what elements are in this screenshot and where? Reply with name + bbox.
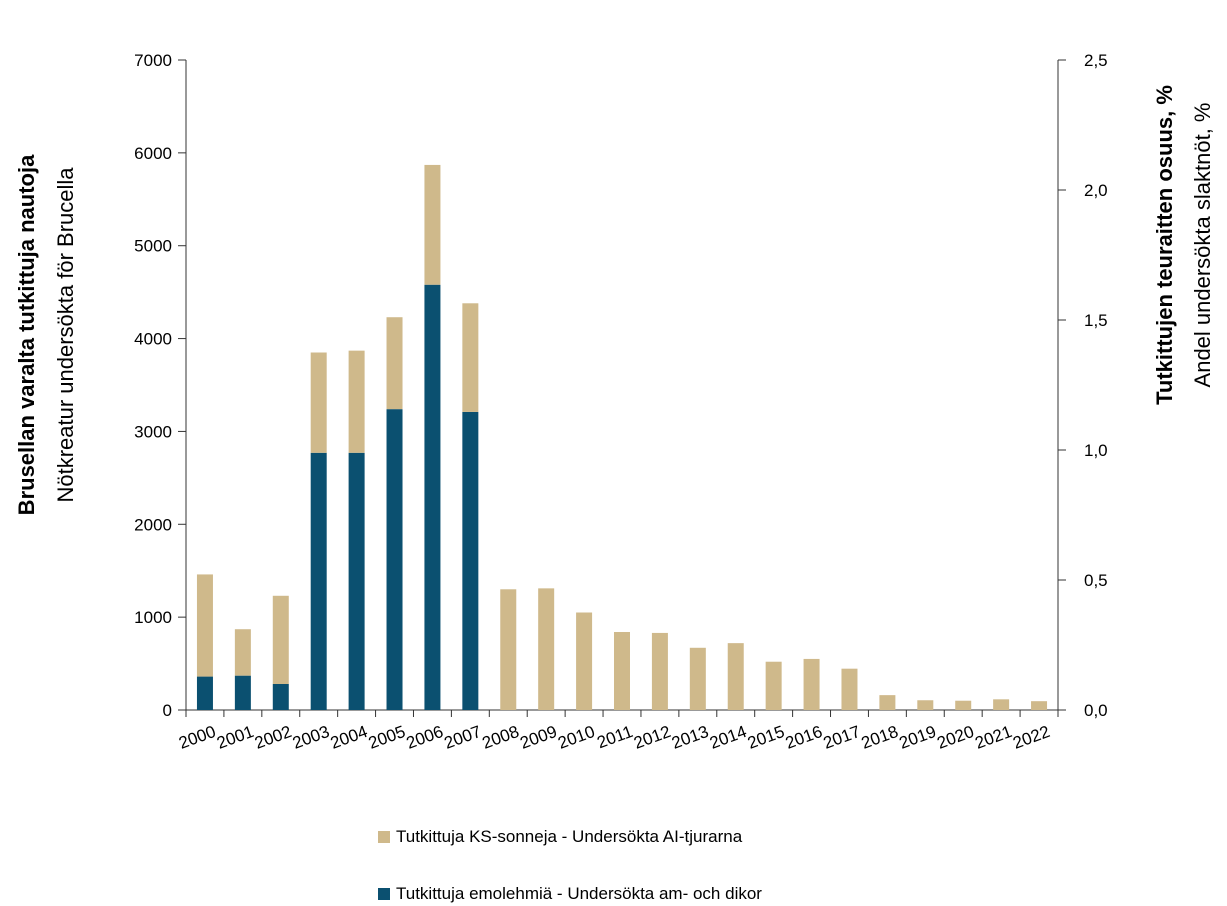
bar-emolehmia: [196, 676, 213, 710]
bar-ks-sonneja: [955, 700, 972, 710]
x-tick-label: 2006: [404, 722, 446, 753]
legend-label-ks-sonneja: Tutkittuja KS-sonneja - Undersökta AI-tj…: [396, 827, 743, 846]
bar-ks-sonneja: [765, 661, 782, 710]
bar-ks-sonneja: [234, 629, 251, 676]
bar-ks-sonneja: [993, 699, 1010, 710]
right-tick-label: 2,5: [1084, 51, 1108, 70]
legend-item-emolehmia: Tutkittuja emolehmiä - Undersökta am- oc…: [378, 884, 762, 904]
x-tick-label: 2018: [859, 722, 901, 753]
bar-ks-sonneja: [348, 350, 365, 453]
left-tick-label: 7000: [134, 51, 172, 70]
right-tick-label: 0,0: [1084, 701, 1108, 720]
left-axis-title-bold: Brusellan varalta tutkittuja nautoja: [14, 154, 39, 515]
bar-emolehmia: [462, 411, 479, 710]
legend-label-emolehmia: Tutkittuja emolehmiä - Undersökta am- oc…: [396, 884, 762, 903]
x-tick-label: 2012: [631, 722, 673, 753]
left-tick-label: 2000: [134, 515, 172, 534]
bar-emolehmia: [348, 452, 365, 710]
x-tick-label: 2017: [821, 722, 863, 753]
x-tick-label: 2015: [745, 722, 787, 753]
x-tick-label: 2021: [972, 722, 1014, 753]
x-tick-label: 2011: [595, 722, 636, 752]
bars: [196, 164, 1048, 710]
bar-ks-sonneja: [689, 647, 706, 710]
bar-ks-sonneja: [538, 588, 555, 710]
x-tick-label: 2002: [252, 722, 294, 753]
left-tick-label: 6000: [134, 144, 172, 163]
left-tick-label: 5000: [134, 237, 172, 256]
bar-emolehmia: [272, 684, 289, 710]
bar-ks-sonneja: [462, 303, 479, 412]
bar-ks-sonneja: [803, 658, 820, 710]
bar-ks-sonneja: [386, 317, 403, 410]
left-tick-label: 4000: [134, 330, 172, 349]
x-tick-label: 2010: [555, 722, 597, 753]
right-tick-label: 2,0: [1084, 181, 1108, 200]
left-tick-label: 0: [163, 701, 172, 720]
bar-ks-sonneja: [1031, 701, 1048, 710]
x-tick-label: 2000: [176, 722, 218, 753]
bar-ks-sonneja: [576, 612, 593, 710]
bar-ks-sonneja: [500, 589, 517, 710]
x-tick-label: 2007: [442, 722, 484, 753]
bar-ks-sonneja: [424, 164, 441, 285]
bar-ks-sonneja: [272, 595, 289, 684]
x-tick-label: 2003: [290, 722, 332, 753]
x-tick-label: 2009: [517, 722, 559, 753]
x-tick-label: 2004: [328, 722, 370, 753]
right-axis-title-normal: Andel undersökta slaktnöt, %: [1190, 103, 1215, 388]
bar-emolehmia: [386, 409, 403, 710]
x-tick-label: 2019: [897, 722, 939, 753]
bar-ks-sonneja: [879, 695, 896, 710]
right-axis-title-bold: Tutkittujen teuraitten osuus, %: [1152, 85, 1177, 405]
x-tick-label: 2008: [480, 722, 522, 753]
legend-swatch-emolehmia: [378, 888, 390, 900]
bar-ks-sonneja: [310, 352, 327, 453]
right-tick-label: 1,0: [1084, 441, 1108, 460]
x-tick-label: 2005: [366, 722, 408, 753]
x-tick-label: 2013: [669, 722, 711, 753]
legend-swatch-ks-sonneja: [378, 831, 390, 843]
legend-item-ks-sonneja: Tutkittuja KS-sonneja - Undersökta AI-tj…: [378, 827, 742, 847]
left-tick-label: 1000: [134, 608, 172, 627]
bar-emolehmia: [234, 675, 251, 710]
x-tick-label: 2016: [783, 722, 825, 753]
right-tick-label: 0,5: [1084, 571, 1108, 590]
right-axis-title: Tutkittujen teuraitten osuus, % Andel un…: [1152, 85, 1215, 405]
x-tick-label: 2020: [935, 722, 977, 753]
bar-ks-sonneja: [614, 632, 630, 710]
bar-ks-sonneja: [727, 643, 744, 710]
bar-ks-sonneja: [196, 574, 213, 677]
bar-ks-sonneja: [841, 668, 858, 710]
x-tick-label: 2001: [214, 722, 256, 753]
left-axis-title-normal: Nötkreatur undersökta för Brucella: [53, 167, 78, 503]
right-tick-label: 1,5: [1084, 311, 1108, 330]
bar-ks-sonneja: [917, 700, 934, 710]
x-tick-label: 2022: [1010, 722, 1052, 753]
bar-emolehmia: [424, 284, 441, 710]
bar-emolehmia: [310, 452, 327, 710]
left-axis-title: Brusellan varalta tutkittuja nautoja Nöt…: [14, 154, 78, 515]
x-tick-label: 2014: [707, 722, 749, 753]
bar-ks-sonneja: [651, 632, 668, 710]
left-tick-label: 3000: [134, 422, 172, 441]
